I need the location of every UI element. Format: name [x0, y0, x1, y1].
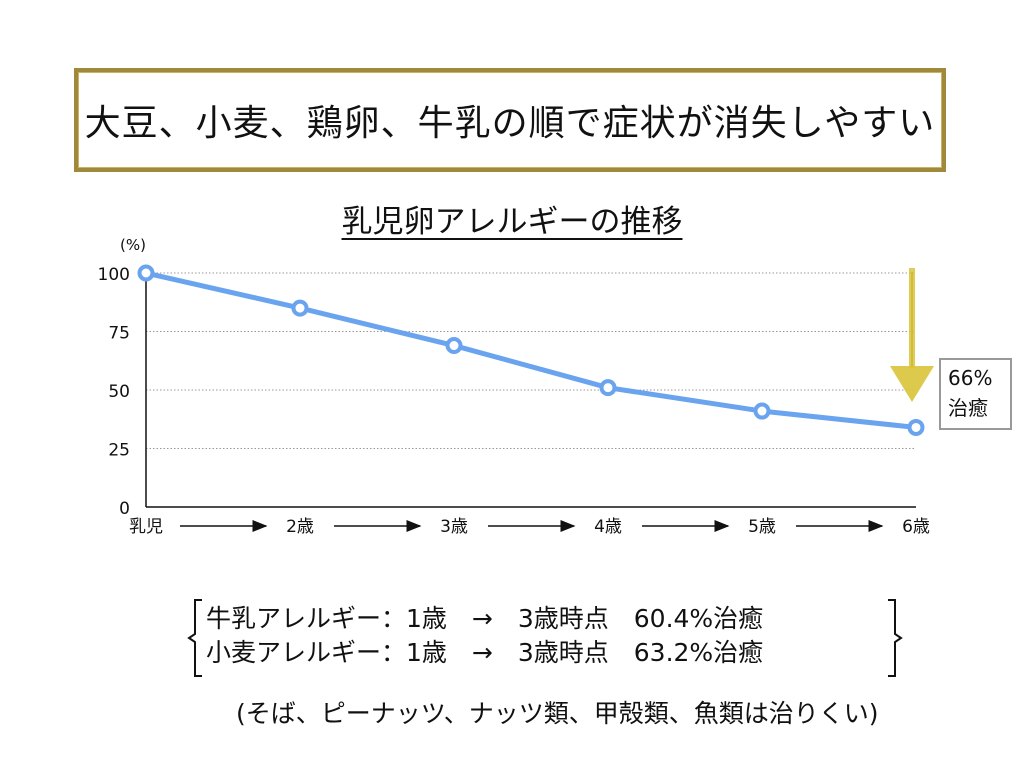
x-tick-label: 5歳	[748, 517, 776, 537]
callout-label: 治癒	[948, 396, 988, 420]
note-milk: 牛乳アレルギー：1歳 → 3歳時点 60.4%治癒	[206, 604, 764, 633]
data-point	[599, 379, 617, 397]
headline: 大豆、小麦、鶏卵、牛乳の順で症状が消失しやすい	[84, 103, 936, 144]
y-tick-label: 0	[119, 499, 130, 519]
series-line	[143, 270, 919, 430]
headline-box: 大豆、小麦、鶏卵、牛乳の順で症状が消失しやすい	[74, 68, 946, 172]
data-point	[445, 337, 463, 355]
callout-box: 66% 治癒	[939, 358, 1012, 430]
x-tick-label: 乳児	[129, 517, 163, 537]
x-tick-label: 3歳	[440, 517, 468, 537]
y-tick-label: 25	[108, 441, 130, 461]
notes: 牛乳アレルギー：1歳 → 3歳時点 60.4%治癒 小麦アレルギー：1歳 → 3歳…	[206, 602, 763, 670]
y-axis-label: (%)	[120, 236, 146, 254]
note-wheat: 小麦アレルギー：1歳 → 3歳時点 63.2%治癒	[206, 638, 764, 667]
data-point	[753, 402, 771, 420]
data-point	[907, 418, 925, 436]
line-chart: 0 25 50 75 100 (%) 乳児 2歳 3歳 4歳 5歳 6歳	[98, 236, 934, 537]
x-tick-label: 2歳	[286, 517, 314, 537]
right-bracket-icon	[888, 599, 903, 677]
arrow-shaft-stroke	[911, 272, 913, 368]
footnote: (そば、ピーナッツ、ナッツ類、甲殻類、魚類は治りくい)	[236, 699, 879, 728]
chart-title: 乳児卵アレルギーの推移	[0, 196, 1024, 241]
left-bracket-icon	[187, 599, 202, 677]
y-tick-label: 75	[108, 324, 130, 344]
chart-title-text: 乳児卵アレルギーの推移	[341, 204, 683, 240]
data-point	[137, 264, 155, 282]
callout-percent: 66%	[948, 366, 993, 390]
down-arrow-head	[890, 366, 934, 402]
y-tick-label: 50	[108, 382, 130, 402]
x-tick-label: 4歳	[594, 517, 622, 537]
y-tick-label: 100	[98, 265, 130, 285]
x-tick-label: 6歳	[902, 517, 930, 537]
data-point	[291, 299, 309, 317]
